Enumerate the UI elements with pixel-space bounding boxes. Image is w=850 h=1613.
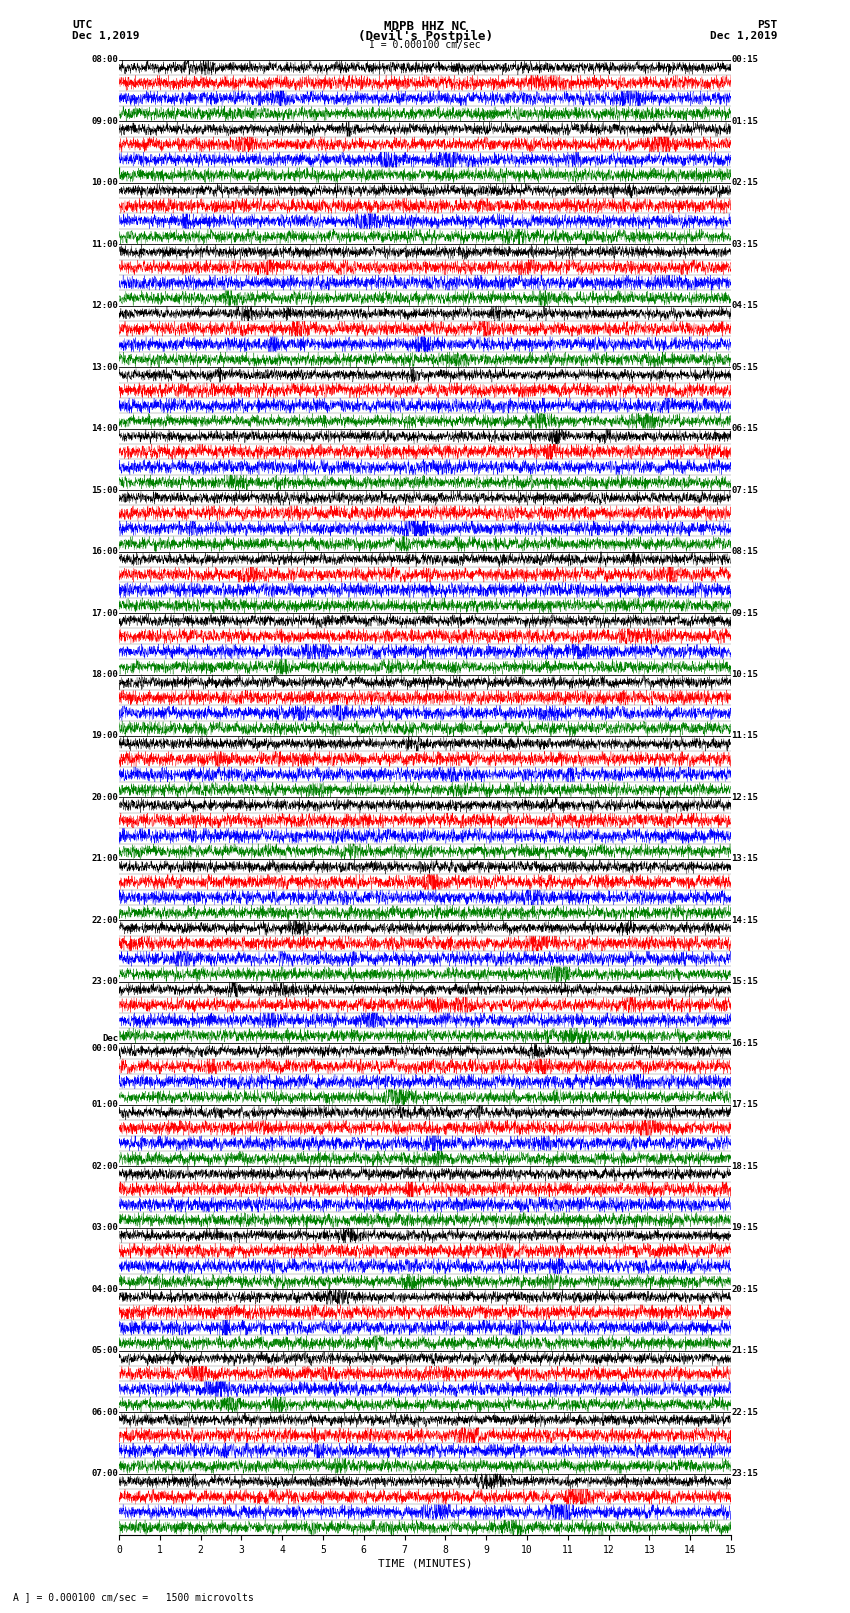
Text: 09:00: 09:00 — [92, 116, 118, 126]
Text: 21:15: 21:15 — [732, 1347, 758, 1355]
Text: 22:15: 22:15 — [732, 1408, 758, 1416]
Text: 10:00: 10:00 — [92, 179, 118, 187]
Text: UTC: UTC — [72, 19, 93, 31]
Text: 16:15: 16:15 — [732, 1039, 758, 1048]
Text: 19:00: 19:00 — [92, 731, 118, 740]
Text: I = 0.000100 cm/sec: I = 0.000100 cm/sec — [369, 40, 481, 50]
Text: Dec
00:00: Dec 00:00 — [92, 1034, 118, 1053]
Text: 08:00: 08:00 — [92, 55, 118, 65]
Text: PST: PST — [757, 19, 778, 31]
Text: (Devil's Postpile): (Devil's Postpile) — [358, 31, 492, 44]
Text: 11:15: 11:15 — [732, 731, 758, 740]
Text: 13:15: 13:15 — [732, 855, 758, 863]
Text: 16:00: 16:00 — [92, 547, 118, 556]
Text: 18:00: 18:00 — [92, 669, 118, 679]
Text: 17:00: 17:00 — [92, 608, 118, 618]
Text: 18:15: 18:15 — [732, 1161, 758, 1171]
Text: 19:15: 19:15 — [732, 1223, 758, 1232]
Text: 23:00: 23:00 — [92, 977, 118, 987]
Text: 01:15: 01:15 — [732, 116, 758, 126]
Text: 17:15: 17:15 — [732, 1100, 758, 1110]
Text: Dec 1,2019: Dec 1,2019 — [72, 31, 139, 40]
Text: 08:15: 08:15 — [732, 547, 758, 556]
Text: MDPB HHZ NC: MDPB HHZ NC — [383, 19, 467, 34]
Text: 01:00: 01:00 — [92, 1100, 118, 1110]
Text: 10:15: 10:15 — [732, 669, 758, 679]
Text: 14:15: 14:15 — [732, 916, 758, 924]
Text: 07:00: 07:00 — [92, 1469, 118, 1478]
Text: 13:00: 13:00 — [92, 363, 118, 371]
Text: 22:00: 22:00 — [92, 916, 118, 924]
Text: 15:15: 15:15 — [732, 977, 758, 987]
Text: 20:15: 20:15 — [732, 1284, 758, 1294]
Text: 21:00: 21:00 — [92, 855, 118, 863]
Text: 02:00: 02:00 — [92, 1161, 118, 1171]
Text: Dec 1,2019: Dec 1,2019 — [711, 31, 778, 40]
Text: 23:15: 23:15 — [732, 1469, 758, 1478]
Text: 05:00: 05:00 — [92, 1347, 118, 1355]
Text: 06:15: 06:15 — [732, 424, 758, 434]
Text: 03:00: 03:00 — [92, 1223, 118, 1232]
Text: 11:00: 11:00 — [92, 240, 118, 248]
Text: 20:00: 20:00 — [92, 794, 118, 802]
Text: 00:15: 00:15 — [732, 55, 758, 65]
Text: 06:00: 06:00 — [92, 1408, 118, 1416]
Text: 07:15: 07:15 — [732, 486, 758, 495]
Text: 04:00: 04:00 — [92, 1284, 118, 1294]
Text: 14:00: 14:00 — [92, 424, 118, 434]
X-axis label: TIME (MINUTES): TIME (MINUTES) — [377, 1560, 473, 1569]
Text: 12:00: 12:00 — [92, 302, 118, 310]
Text: 15:00: 15:00 — [92, 486, 118, 495]
Text: 09:15: 09:15 — [732, 608, 758, 618]
Text: 05:15: 05:15 — [732, 363, 758, 371]
Text: A ] = 0.000100 cm/sec =   1500 microvolts: A ] = 0.000100 cm/sec = 1500 microvolts — [13, 1592, 253, 1602]
Text: 04:15: 04:15 — [732, 302, 758, 310]
Text: 02:15: 02:15 — [732, 179, 758, 187]
Text: 03:15: 03:15 — [732, 240, 758, 248]
Text: 12:15: 12:15 — [732, 794, 758, 802]
